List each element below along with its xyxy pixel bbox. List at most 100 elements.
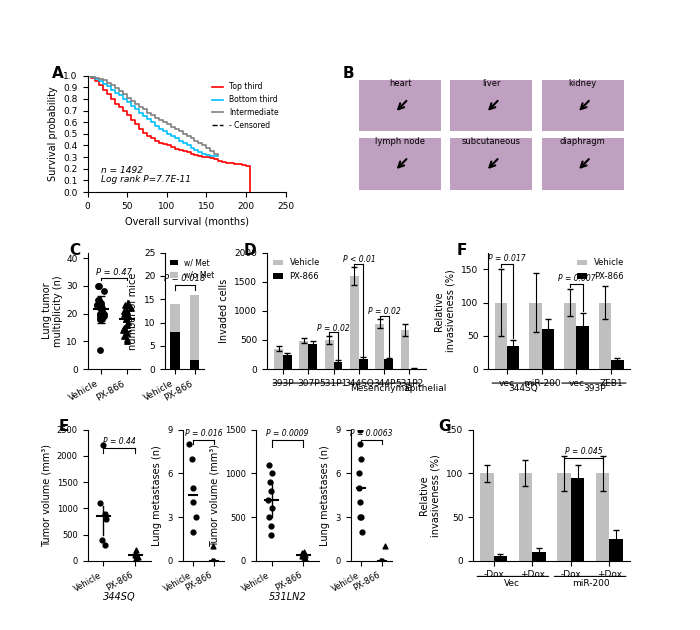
Point: [91, 301, 102, 311]
Point: [98, 309, 109, 319]
Bar: [190, 295, 200, 360]
Bar: [274, 349, 283, 369]
Point: [190, 512, 201, 522]
Point: [120, 306, 131, 316]
Point: [356, 454, 367, 464]
Point: [265, 486, 276, 496]
Point: [94, 309, 106, 319]
Point: [98, 287, 109, 297]
Point: [356, 512, 367, 522]
Bar: [610, 539, 623, 561]
Point: [99, 508, 111, 518]
Bar: [359, 80, 441, 132]
Text: subcutaneous: subcutaneous: [462, 137, 521, 146]
Point: [354, 483, 365, 493]
Bar: [400, 330, 410, 369]
Point: [122, 336, 133, 346]
Bar: [480, 473, 494, 561]
Point: [122, 317, 134, 327]
Text: miR-200: miR-200: [572, 578, 610, 588]
Point: [262, 495, 273, 505]
Point: [267, 503, 278, 513]
Bar: [359, 139, 441, 190]
Point: [187, 483, 198, 493]
Text: liver: liver: [482, 79, 500, 88]
Bar: [599, 302, 611, 369]
Point: [130, 545, 141, 555]
Y-axis label: Survival probability: Survival probability: [48, 86, 58, 181]
Point: [93, 281, 104, 291]
Point: [354, 512, 365, 522]
Point: [375, 556, 386, 566]
Point: [132, 551, 144, 561]
Point: [95, 301, 106, 311]
Point: [379, 541, 390, 551]
Point: [98, 311, 109, 321]
Bar: [450, 139, 533, 190]
Point: [94, 309, 106, 319]
Point: [122, 328, 133, 338]
Text: Vec: Vec: [504, 578, 520, 588]
Bar: [170, 332, 180, 369]
Point: [354, 425, 365, 435]
Point: [297, 548, 308, 558]
Point: [96, 303, 107, 313]
Bar: [507, 346, 519, 369]
Y-axis label: Tumor volume (mm³): Tumor volume (mm³): [209, 444, 219, 547]
Bar: [308, 344, 317, 369]
Point: [92, 281, 103, 291]
Bar: [283, 355, 292, 369]
Point: [94, 314, 105, 324]
Text: n = 1492: n = 1492: [102, 166, 144, 175]
Text: 393P: 393P: [583, 384, 606, 393]
Point: [206, 556, 218, 566]
Point: [207, 556, 218, 566]
Legend: Vehicle, PX-866: Vehicle, PX-866: [271, 257, 321, 282]
Point: [209, 556, 220, 566]
Legend: w/ Met, w/o Met: w/ Met, w/o Met: [169, 256, 216, 282]
Point: [131, 553, 142, 563]
Point: [94, 345, 106, 355]
Point: [263, 512, 274, 522]
Text: Log rank P=7.7E-11: Log rank P=7.7E-11: [102, 175, 191, 184]
Bar: [529, 302, 542, 369]
Text: 531LN2: 531LN2: [269, 592, 307, 602]
Point: [96, 297, 107, 307]
Bar: [170, 304, 180, 332]
Text: C: C: [69, 243, 80, 258]
Text: P = 0.02: P = 0.02: [368, 307, 400, 316]
Point: [118, 323, 130, 333]
Bar: [359, 359, 368, 369]
Point: [209, 556, 220, 566]
Point: [265, 477, 276, 487]
Point: [97, 306, 108, 316]
Point: [355, 498, 366, 508]
Point: [265, 521, 276, 531]
Text: F: F: [457, 243, 468, 258]
Bar: [375, 324, 384, 369]
Point: [97, 311, 108, 321]
Point: [94, 311, 105, 321]
Point: [299, 553, 310, 563]
Bar: [494, 556, 508, 561]
Point: [263, 460, 274, 470]
Point: [96, 314, 107, 324]
Point: [207, 556, 218, 566]
Point: [187, 527, 198, 537]
Text: B: B: [343, 66, 354, 81]
Point: [130, 551, 141, 561]
Point: [118, 306, 130, 316]
Bar: [300, 341, 308, 369]
Text: P = 0.007: P = 0.007: [558, 274, 595, 284]
Text: P = 0.44: P = 0.44: [103, 437, 136, 447]
Text: P = 0.016: P = 0.016: [185, 429, 222, 438]
Text: P = 0.0009: P = 0.0009: [266, 429, 309, 438]
Bar: [564, 302, 577, 369]
Point: [188, 498, 199, 508]
Text: Mesenchymal: Mesenchymal: [350, 384, 412, 393]
Text: P = 0.47: P = 0.47: [96, 268, 132, 277]
Bar: [532, 552, 546, 561]
Point: [94, 498, 106, 508]
Point: [117, 325, 128, 335]
Point: [99, 540, 111, 550]
